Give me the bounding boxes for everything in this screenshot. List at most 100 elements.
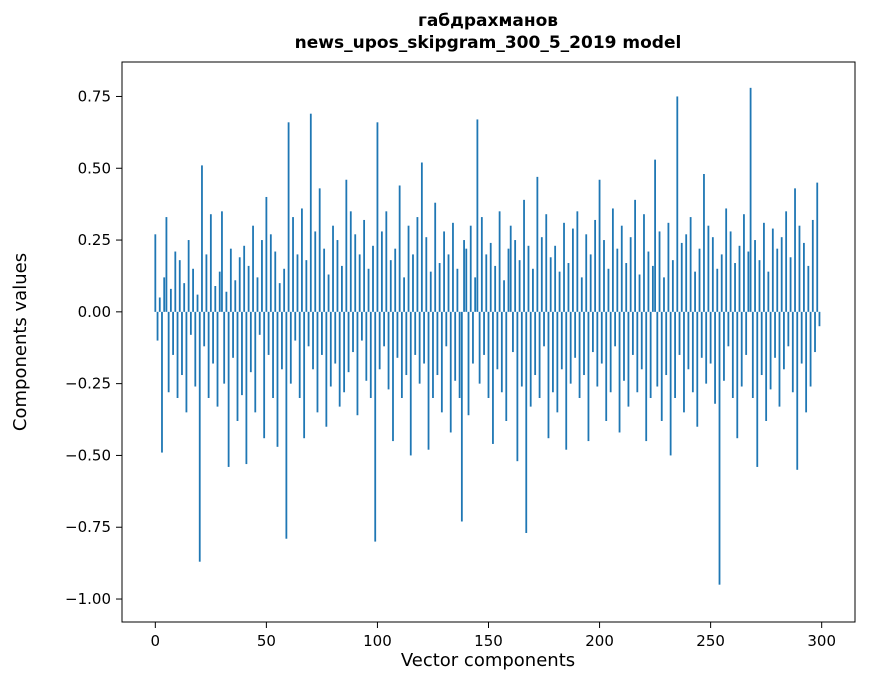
bar [563,222,565,312]
bar [354,234,357,312]
bar [216,311,219,407]
bar [734,263,736,312]
bar [365,311,368,381]
bar [392,311,394,442]
bar [472,311,474,364]
bar [267,311,270,355]
bar [569,311,572,384]
bar [374,311,377,542]
bar [367,268,370,312]
bar [172,311,174,355]
bar [221,211,223,312]
bar [756,311,759,467]
bar [529,311,532,407]
bar [627,311,630,407]
bar [383,311,385,347]
bar [423,311,425,364]
bar [400,311,403,398]
bar [558,271,561,312]
bar [158,297,161,312]
bar [678,311,681,355]
bar [156,311,159,341]
bar [758,260,761,312]
bar [791,311,794,393]
bar [460,311,463,522]
bar [254,311,257,413]
bar [201,165,203,312]
bar [687,311,690,370]
bar [163,277,166,312]
bar [760,311,763,376]
bar [674,311,676,398]
bar [412,254,414,312]
bar [285,311,288,539]
bar [429,271,432,312]
bar [789,257,792,312]
bar [234,280,237,312]
bar [427,311,430,450]
bar [243,245,246,312]
bar [669,311,672,456]
bar [714,311,716,404]
bar [496,311,499,370]
bar [747,251,750,312]
bar [474,277,477,312]
bar [249,311,252,373]
bar [643,214,645,312]
bar [763,222,765,312]
bar [818,311,821,327]
bar [665,311,668,376]
bar [456,268,459,312]
bar [336,240,339,312]
bar [403,277,405,312]
bar [516,311,519,462]
bar [658,231,661,312]
bar [463,240,465,312]
bar [192,268,194,312]
bar [261,240,263,312]
y-tick-label: 0.00 [78,303,111,321]
bar [236,311,239,421]
bar [743,214,745,312]
bar [543,311,545,347]
bar [640,311,643,370]
bar [605,311,608,421]
bar [552,311,554,393]
bar [809,311,812,387]
bar [238,257,241,312]
bar [691,311,694,393]
bar [614,311,617,347]
bar [774,311,776,358]
bar [807,265,810,312]
bar [716,268,719,312]
bar [787,311,790,347]
bar [785,211,788,312]
bar [720,254,723,312]
bar [738,245,741,312]
bar [181,311,183,376]
bar [609,311,612,393]
bar [589,254,592,312]
bar [425,237,428,312]
x-tick-label: 100 [363,632,392,650]
bar [771,228,774,312]
bar [165,217,168,312]
bar [203,311,206,347]
bar [338,311,341,407]
bar [525,311,528,533]
bar [407,225,410,312]
bar [736,311,739,439]
bar [727,311,730,347]
bar [740,311,743,387]
bar [343,311,346,393]
bar [476,119,479,312]
bar [314,231,317,312]
bar [454,311,457,381]
bar [352,311,354,353]
bar [711,237,714,312]
bar [794,188,796,312]
bar [816,182,819,312]
bar [274,251,277,312]
bar [796,311,799,470]
